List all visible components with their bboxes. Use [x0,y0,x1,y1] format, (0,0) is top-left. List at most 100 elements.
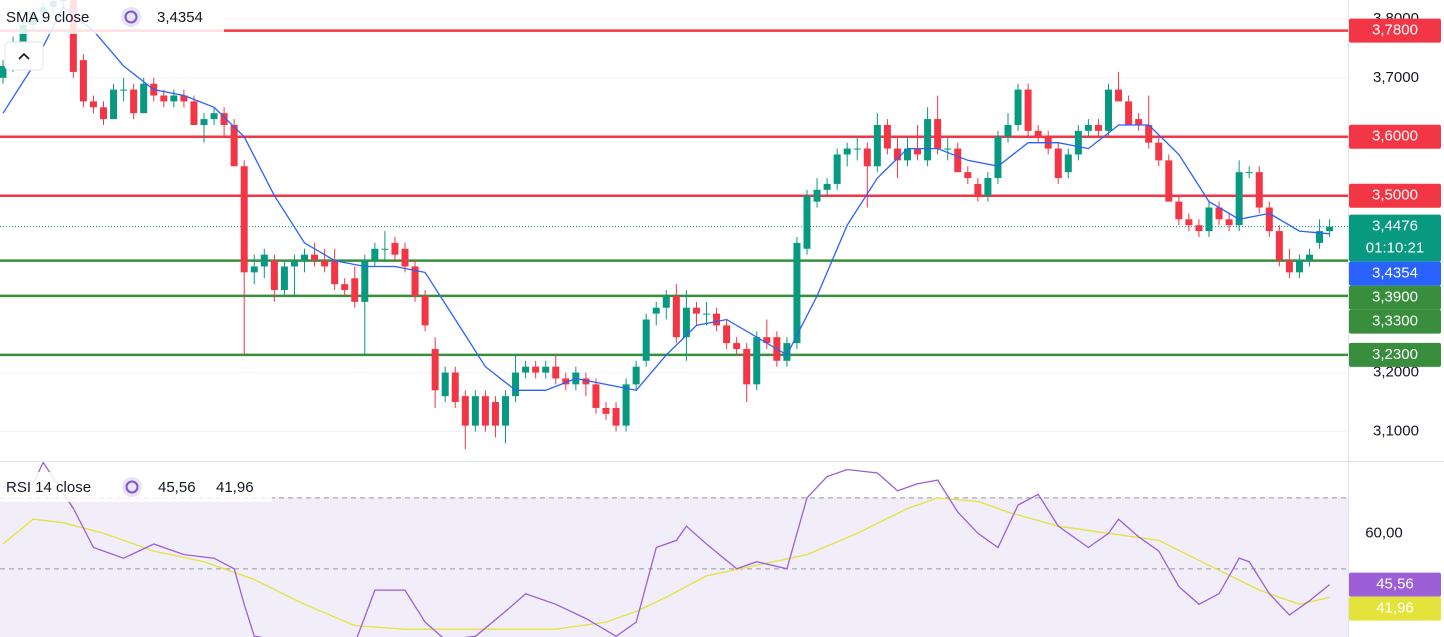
candle-body [672,295,680,338]
candle-body [582,378,590,385]
candle-body [522,366,530,373]
candle-body [461,396,469,426]
candle-body [481,396,489,426]
candle-body [1004,124,1012,137]
candle-body [763,337,771,344]
candle-body [622,384,630,426]
candle-body [170,95,178,102]
candle-body [904,148,911,161]
candle-body [491,402,499,426]
collapse-icon [18,52,30,60]
candle-body [250,266,258,273]
indicator-value: 3,4354 [157,9,203,26]
rsi-title: RSI 14 close [6,479,91,496]
level-label: 3,3300 [1372,313,1418,330]
y-tick-label: 3,7000 [1373,69,1419,86]
candle-body [1316,231,1324,243]
candle-body [984,178,992,196]
candle-body [803,195,811,249]
candle-body [612,407,620,426]
candle-body [230,124,238,167]
candle-body [914,148,922,155]
candle-body [713,313,721,326]
level-label: 3,3900 [1372,289,1418,306]
candle-body [240,166,248,273]
candle-body [1145,124,1153,143]
candle-body [502,396,509,426]
candle-body [180,95,188,102]
candle-body [401,248,409,267]
candle-body [391,242,399,255]
rsi-label-bg [1349,596,1441,621]
y-tick-label: 3,1000 [1373,422,1419,439]
candle-body [642,319,650,361]
price-pane [0,0,1348,450]
candle-body [1215,207,1223,220]
indicator-title: SMA 9 close [6,9,89,26]
candle-body [692,307,700,314]
candle-body [0,66,7,78]
candle-body [1014,89,1022,125]
candle-body [1115,89,1123,102]
candle-body [863,148,871,167]
candle-body [662,295,670,308]
candle-body [592,384,600,408]
candle-body [341,284,349,291]
candle-body [371,248,379,261]
rsi-label-bg [1349,572,1441,597]
candle-body [743,348,751,385]
candle-body [220,113,228,125]
candle-body [1054,148,1062,179]
collapse-button[interactable] [4,41,44,71]
candle-body [260,254,268,267]
candle-body [632,366,640,385]
y-tick-label: 3,2000 [1373,364,1419,381]
level-label-bg [1349,183,1441,208]
candle-body [200,119,208,125]
candle-body [451,372,459,403]
candle-body [140,83,148,114]
rsi-pane [0,462,1348,637]
candle-body [1306,254,1313,261]
candle-body [873,124,881,167]
candle-body [1135,119,1143,125]
candle-body [753,337,761,385]
indicator-icon[interactable] [121,7,141,27]
candle-body [853,148,861,150]
candle-body [190,101,198,125]
candle-body [1074,130,1082,155]
candle-body [110,89,118,120]
candle-body [512,372,520,397]
candle-body [1064,154,1072,173]
candle-body [100,107,107,120]
rsi-value: 45,56 [158,479,196,496]
candle-body [89,101,97,108]
candle-body [321,260,329,267]
level-label: 3,2300 [1372,346,1418,363]
candle-body [301,254,308,261]
last-price-label: 3,4476 [1372,218,1418,235]
level-label-bg [1349,285,1441,310]
candle-body [552,366,560,379]
last-price-label: 01:10:21 [1366,240,1424,257]
candle-body [532,366,540,373]
candle-body [813,189,821,202]
rsi-label: 45,56 [1376,576,1414,593]
candle-body [602,407,610,414]
axis: 3,80003,70003,20003,100060,003,78003,600… [1349,10,1441,621]
candle-body [1175,201,1183,220]
indicator-icon[interactable] [122,477,142,497]
candle-body [823,183,831,190]
candle-body [1195,225,1203,232]
candle-body [130,89,138,114]
y-tick-label: 60,00 [1365,524,1403,541]
rsi-ma-value: 41,96 [216,479,254,496]
candle-body [934,119,942,149]
candle-body [381,248,389,250]
candle-body [1034,130,1042,137]
candle-body [1295,260,1303,273]
candle-body [1326,226,1334,232]
level-label-bg [1349,124,1441,149]
level-label-bg [1349,309,1441,334]
